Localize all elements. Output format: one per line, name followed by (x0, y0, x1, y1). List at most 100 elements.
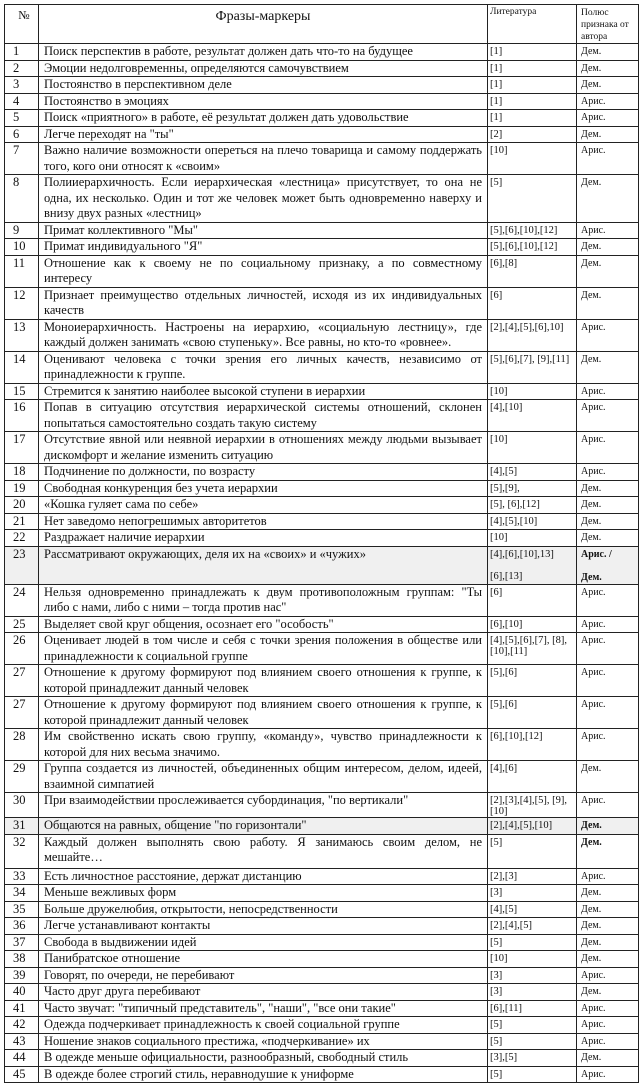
table-row: 43 Ношение знаков социального престижа, «… (4, 1032, 639, 1050)
row-number: 25 (4, 615, 39, 633)
pole-value: Арис. (581, 1068, 606, 1080)
row-phrase: Раздражает наличие иерархии (38, 529, 488, 547)
table-row: 22 Раздражает наличие иерархии [10] Дем. (4, 529, 639, 547)
table-row: 18 Подчинение по должности, по возрасту [4… (4, 463, 639, 481)
pole-value: Арис. (581, 969, 606, 981)
row-literature: [5] (487, 933, 577, 951)
row-literature: [4],[5],[6],[7], [8],[10],[11] (487, 632, 577, 665)
literature-refs: [6] (490, 289, 503, 301)
row-pole: Дем. (576, 917, 639, 935)
row-pole: Дем. (576, 286, 639, 320)
row-literature: [6] (487, 286, 577, 320)
row-literature: [4],[5],[10] (487, 512, 577, 530)
literature-refs: [5] (490, 177, 503, 188)
table-row: 31 Общаются на равных, общение "по горизо… (4, 817, 639, 835)
row-phrase: В одежде меньше официальности, разнообра… (38, 1049, 488, 1067)
row-phrase: Оценивает людей в том числе и себя с точ… (38, 632, 488, 665)
row-pole: Арис. (576, 92, 639, 110)
pole-value: Дем. (581, 836, 602, 848)
pole-value: Дем. (581, 79, 602, 90)
row-pole: Арис. (576, 1032, 639, 1050)
literature-refs: [5],[6],[10],[12] (490, 241, 558, 252)
pole-value: Дем. (581, 1052, 602, 1063)
row-literature: [5] (487, 833, 577, 869)
pole-value: Арис. / (581, 548, 612, 560)
literature-refs: [6],[11] (490, 1002, 522, 1014)
literature-refs: [1] (490, 46, 503, 57)
row-phrase: Важно наличие возможности опереться на п… (38, 142, 488, 175)
row-number: 37 (4, 933, 39, 951)
table-row: 16 Попав в ситуацию отсутствия иерархичес… (4, 399, 639, 432)
row-number: 40 (4, 983, 39, 1001)
literature-refs: [2],[4],[5],[10] (490, 820, 553, 831)
pole-value: Арис. (581, 667, 606, 678)
row-number: 34 (4, 884, 39, 902)
row-number: 10 (4, 238, 39, 256)
row-number: 32 (4, 833, 39, 869)
table-row: 11 Отношение как к своему не по социально… (4, 254, 639, 288)
row-literature: [6],[8] (487, 254, 577, 288)
row-literature: [10] (487, 950, 577, 968)
row-literature: [10] (487, 142, 577, 175)
pole-value: Арис. (581, 434, 606, 445)
literature-refs: [2],[4],[5] (490, 920, 532, 931)
row-phrase: Ношение знаков социального престижа, «по… (38, 1032, 488, 1050)
row-number: 33 (4, 867, 39, 885)
row-literature: [10] (487, 382, 577, 400)
row-number: 12 (4, 286, 39, 320)
literature-refs: [5],[6],[10],[12] (490, 224, 558, 236)
row-phrase: Постоянство в эмоциях (38, 92, 488, 110)
literature-refs: [3] (490, 986, 503, 997)
literature-refs: [5],[9], (490, 482, 520, 494)
literature-refs: [4],[10] (490, 402, 523, 413)
row-literature: [4],[10] (487, 399, 577, 432)
table-row: 35 Больше дружелюбия, открытости, непосре… (4, 900, 639, 918)
pole-value: Дем. (581, 46, 602, 57)
row-pole: Арис. (576, 966, 639, 984)
table-row: 7 Важно наличие возможности опереться на … (4, 142, 639, 175)
row-literature: [2],[4],[5],[10] (487, 817, 577, 835)
literature-refs: [10] (490, 953, 508, 964)
literature-refs: [3] (490, 887, 503, 898)
row-phrase: Примат индивидуального "Я" (38, 238, 488, 256)
row-phrase: Попав в ситуацию отсутствия иерархическо… (38, 399, 488, 432)
row-literature: [5] (487, 1016, 577, 1034)
row-number: 42 (4, 1016, 39, 1034)
row-number: 15 (4, 382, 39, 400)
header-num: № (4, 4, 39, 44)
row-phrase: Поиск перспектив в работе, результат дол… (38, 43, 488, 61)
row-phrase: Общаются на равных, общение "по горизонт… (38, 817, 488, 835)
row-phrase: Отношение к другому формируют под влияни… (38, 696, 488, 729)
literature-refs: [6],[10] (490, 618, 523, 630)
row-number: 27 (4, 664, 39, 697)
row-pole: Арис. (576, 1065, 639, 1083)
row-pole: Дем. (576, 760, 639, 793)
table-row: 32 Каждый должен выполнять свою работу. Я… (4, 833, 639, 869)
table-row: 13 Моноиерархичность. Настроены на иерарх… (4, 318, 639, 352)
row-pole: Дем. (576, 496, 639, 514)
row-pole: Дем. (576, 59, 639, 77)
row-literature: [5], [6],[12] (487, 496, 577, 514)
literature-refs: [4],[5],[10] (490, 515, 538, 527)
table-row: 34 Меньше вежливых форм [3] Дем. (4, 884, 639, 902)
row-literature: [1] (487, 76, 577, 94)
table-row: 44 В одежде меньше официальности, разнооб… (4, 1049, 639, 1067)
row-pole: Дем. (576, 238, 639, 256)
pole-value: Арис. (581, 870, 606, 882)
row-phrase: Свободная конкуренция без учета иерархии (38, 479, 488, 497)
pole-value: Арис. (581, 1002, 606, 1014)
row-number: 7 (4, 142, 39, 175)
row-phrase: В одежде более строгий стиль, неравнодуш… (38, 1065, 488, 1083)
row-number: 19 (4, 479, 39, 497)
row-phrase: Признает преимущество отдельных личносте… (38, 286, 488, 320)
row-number: 16 (4, 399, 39, 432)
table-row: 38 Панибратское отношение [10] Дем. (4, 950, 639, 968)
row-literature: [3] (487, 884, 577, 902)
pole-value: Дем. (581, 353, 602, 365)
row-pole: Дем. (576, 43, 639, 61)
row-literature: [1] (487, 43, 577, 61)
row-number: 44 (4, 1049, 39, 1067)
row-pole: Арис. (576, 664, 639, 697)
pole-value: Арис. (581, 1019, 606, 1030)
pole-value: Дем. (581, 887, 602, 898)
